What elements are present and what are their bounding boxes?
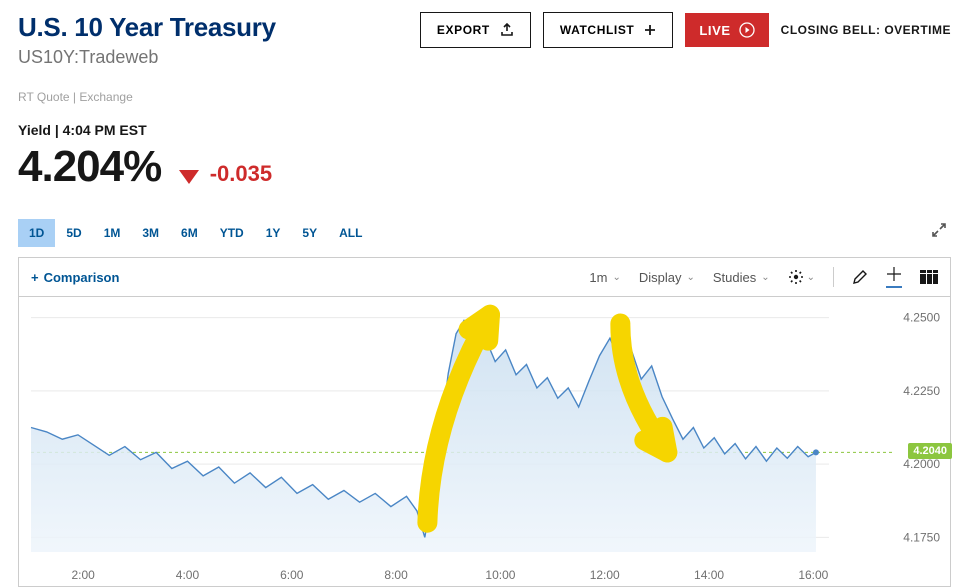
rt-quote-label: RT Quote | Exchange [18, 90, 276, 104]
interval-label: 1m [589, 270, 607, 285]
svg-text:16:00: 16:00 [798, 568, 828, 582]
crosshair-icon [886, 266, 902, 282]
quote-value: 4.204% [18, 142, 161, 192]
chevron-down-icon: ⌄ [612, 272, 620, 283]
quote-change: -0.035 [210, 161, 272, 186]
export-button[interactable]: EXPORT [420, 12, 531, 48]
settings-button[interactable]: ⌄ [788, 269, 815, 285]
range-tab-1d[interactable]: 1D [18, 219, 55, 247]
divider [833, 267, 834, 287]
range-tab-ytd[interactable]: YTD [209, 219, 255, 247]
range-tab-5y[interactable]: 5Y [291, 219, 328, 247]
watchlist-button[interactable]: WATCHLIST [543, 12, 674, 48]
chart[interactable]: 4.1750 4.2000 4.2250 4.2500 2:00 4:00 6:00 8:00… [18, 297, 951, 587]
plus-icon: + [31, 270, 39, 285]
range-tab-5d[interactable]: 5D [55, 219, 92, 247]
svg-text:12:00: 12:00 [590, 568, 620, 582]
svg-text:6:00: 6:00 [280, 568, 304, 582]
comparison-button[interactable]: + Comparison [31, 270, 119, 285]
watchlist-label: WATCHLIST [560, 23, 635, 37]
last-price-badge: 4.2040 [908, 443, 952, 459]
live-label: LIVE [699, 23, 730, 38]
comparison-label: Comparison [44, 270, 120, 285]
range-tabs: 1D5D1M3M6MYTD1Y5YALL [18, 219, 373, 247]
draw-button[interactable] [852, 269, 868, 285]
range-tab-3m[interactable]: 3M [131, 219, 170, 247]
range-tab-all[interactable]: ALL [328, 219, 373, 247]
studies-dropdown[interactable]: Studies ⌄ [713, 270, 770, 285]
svg-text:4.2500: 4.2500 [903, 311, 940, 325]
interval-dropdown[interactable]: 1m ⌄ [589, 270, 620, 285]
gear-icon [788, 269, 804, 285]
export-icon [500, 23, 514, 37]
table-button[interactable] [920, 270, 938, 284]
svg-text:8:00: 8:00 [384, 568, 408, 582]
svg-text:10:00: 10:00 [485, 568, 515, 582]
symbol: US10Y:Tradeweb [18, 47, 276, 68]
svg-text:4.2250: 4.2250 [903, 384, 940, 398]
closing-bell-label: CLOSING BELL: OVERTIME [781, 23, 951, 37]
display-dropdown[interactable]: Display ⌄ [639, 270, 695, 285]
page-title: U.S. 10 Year Treasury [18, 12, 276, 43]
chevron-down-icon: ⌄ [807, 272, 815, 283]
range-tab-1m[interactable]: 1M [93, 219, 132, 247]
chevron-down-icon: ⌄ [761, 272, 769, 283]
crosshair-button[interactable] [886, 266, 902, 288]
range-tab-1y[interactable]: 1Y [255, 219, 292, 247]
svg-text:4.1750: 4.1750 [903, 530, 940, 544]
live-button[interactable]: LIVE [685, 13, 768, 47]
svg-text:4:00: 4:00 [176, 568, 200, 582]
svg-text:2:00: 2:00 [71, 568, 95, 582]
expand-icon[interactable] [927, 218, 951, 247]
yield-time-label: Yield | 4:04 PM EST [18, 122, 951, 138]
arrow-down-icon [179, 170, 199, 184]
range-tab-6m[interactable]: 6M [170, 219, 209, 247]
svg-text:4.2000: 4.2000 [903, 457, 940, 471]
play-icon [739, 22, 755, 38]
export-label: EXPORT [437, 23, 490, 37]
display-label: Display [639, 270, 682, 285]
pencil-icon [852, 269, 868, 285]
svg-text:14:00: 14:00 [694, 568, 724, 582]
studies-label: Studies [713, 270, 756, 285]
plus-icon [644, 24, 656, 36]
chevron-down-icon: ⌄ [686, 272, 694, 283]
table-icon [920, 270, 938, 284]
